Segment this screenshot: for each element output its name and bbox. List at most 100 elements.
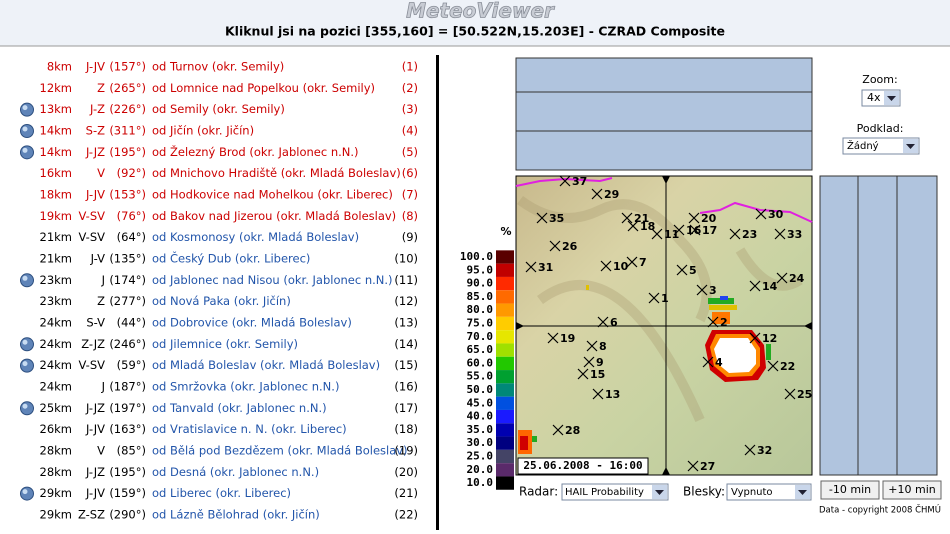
marker-cross bbox=[774, 228, 786, 240]
place-link[interactable]: od Lázně Bělohrad (okr. Jičín) bbox=[152, 507, 320, 521]
marker-label[interactable]: 12 bbox=[762, 332, 777, 345]
place-link[interactable]: od Lomnice nad Popelkou (okr. Semily) bbox=[152, 81, 375, 95]
angle: (195°) bbox=[109, 465, 146, 479]
place-link[interactable]: od Desná (okr. Jablonec n.N.) bbox=[152, 465, 319, 479]
marker-label[interactable]: 10 bbox=[613, 260, 629, 273]
direction: V-SV bbox=[78, 209, 105, 223]
distance: 21km bbox=[40, 251, 73, 265]
marker-label[interactable]: 18 bbox=[640, 220, 655, 233]
angle: (64°) bbox=[117, 230, 146, 244]
timestamp: 25.06.2008 - 16:00 bbox=[523, 459, 642, 472]
podklad-select[interactable] bbox=[842, 137, 920, 155]
marker-label[interactable]: 23 bbox=[742, 228, 757, 241]
marker-label[interactable]: 33 bbox=[787, 228, 802, 241]
marker-label[interactable]: 27 bbox=[700, 460, 715, 473]
place-link[interactable]: od Jičín (okr. Jičín) bbox=[152, 123, 254, 137]
marker-label[interactable]: 4 bbox=[715, 356, 723, 369]
marker-label[interactable]: 32 bbox=[757, 444, 772, 457]
marker-cross bbox=[688, 212, 700, 224]
marker-label[interactable]: 8 bbox=[599, 340, 607, 353]
marker-label[interactable]: 35 bbox=[549, 212, 564, 225]
marker-label[interactable]: 1 bbox=[661, 292, 669, 305]
place-link[interactable]: od Vratislavice n. N. (okr. Liberec) bbox=[152, 422, 347, 436]
distance: 16km bbox=[40, 166, 73, 180]
distance: 29km bbox=[40, 486, 73, 500]
weather-icon bbox=[20, 337, 34, 352]
marker-label[interactable]: 29 bbox=[604, 188, 619, 201]
marker-label[interactable]: 30 bbox=[768, 208, 784, 221]
marker-cross bbox=[627, 220, 639, 232]
row-number: (10) bbox=[394, 251, 418, 265]
angle: (265°) bbox=[109, 81, 146, 95]
weather-icon-shine bbox=[22, 489, 28, 495]
place-link[interactable]: od Semily (okr. Semily) bbox=[152, 102, 285, 116]
marker-label[interactable]: 24 bbox=[789, 272, 805, 285]
marker-label[interactable]: 5 bbox=[689, 264, 697, 277]
radar-select[interactable] bbox=[561, 483, 669, 501]
back-button[interactable] bbox=[820, 480, 880, 500]
marker-cross bbox=[673, 224, 685, 236]
marker-cross bbox=[696, 284, 708, 296]
legend-label: 75.0 bbox=[467, 317, 494, 330]
place-link[interactable]: od Kosmonosy (okr. Mladá Boleslav) bbox=[152, 230, 359, 244]
timestamp-box bbox=[517, 457, 649, 475]
blesky-select[interactable] bbox=[726, 483, 812, 501]
marker-label[interactable]: 20 bbox=[701, 212, 717, 225]
legend-label: 10.0 bbox=[467, 476, 494, 489]
marker-label[interactable]: 6 bbox=[610, 316, 618, 329]
marker-label[interactable]: 15 bbox=[590, 368, 605, 381]
marker-label[interactable]: 11 bbox=[664, 228, 679, 241]
marker-cross bbox=[784, 388, 796, 400]
legend-swatch bbox=[496, 476, 514, 490]
row-number: (6) bbox=[402, 166, 418, 180]
marker-label[interactable]: 14 bbox=[762, 280, 778, 293]
legend-swatch bbox=[496, 449, 514, 464]
place-link[interactable]: od Mladá Boleslav (okr. Mladá Boleslav) bbox=[152, 358, 380, 372]
marker-label[interactable]: 22 bbox=[780, 360, 795, 373]
place-link[interactable]: od Český Dub (okr. Liberec) bbox=[152, 250, 310, 265]
place-link[interactable]: od Turnov (okr. Semily) bbox=[152, 60, 284, 74]
angle: (163°) bbox=[109, 422, 146, 436]
place-link[interactable]: od Mnichovo Hradiště (okr. Mladá Bolesla… bbox=[152, 166, 401, 180]
marker-label[interactable]: 31 bbox=[538, 261, 553, 274]
place-link[interactable]: od Nová Paka (okr. Jičín) bbox=[152, 294, 291, 308]
marker-label[interactable]: 37 bbox=[572, 175, 587, 188]
weather-icon bbox=[20, 358, 34, 373]
legend-swatch bbox=[496, 436, 514, 450]
marker-cross bbox=[552, 424, 564, 436]
place-link[interactable]: od Železný Brod (okr. Jablonec n.N.) bbox=[152, 144, 359, 159]
place-link[interactable]: od Bělá pod Bezdězem (okr. Mladá Bolesla… bbox=[152, 443, 408, 457]
place-link[interactable]: od Smržovka (okr. Jablonec n.N.) bbox=[152, 379, 339, 393]
marker-cross bbox=[549, 240, 561, 252]
marker-label[interactable]: 9 bbox=[596, 356, 604, 369]
marker-label[interactable]: 28 bbox=[565, 424, 580, 437]
legend-swatch bbox=[496, 370, 514, 384]
marker-label[interactable]: 7 bbox=[639, 256, 647, 269]
row-number: (19) bbox=[394, 443, 418, 457]
marker-label[interactable]: 25 bbox=[797, 388, 812, 401]
angle: (157°) bbox=[109, 60, 146, 74]
direction: Z bbox=[97, 294, 105, 308]
place-link[interactable]: od Jablonec nad Nisou (okr. Jablonec n.N… bbox=[152, 273, 393, 287]
row-number: (14) bbox=[394, 337, 418, 351]
list-row: 24km J (187°) od Smržovka (okr. Jablonec n.… bbox=[40, 379, 419, 393]
forward-button[interactable] bbox=[882, 480, 942, 500]
marker-label[interactable]: 13 bbox=[605, 388, 620, 401]
map[interactable]: 3729352118112016173023332631107531424162… bbox=[515, 175, 813, 476]
place-link[interactable]: od Liberec (okr. Liberec) bbox=[152, 486, 291, 500]
place-link[interactable]: od Tanvald (okr. Jablonec n.N.) bbox=[152, 401, 327, 415]
place-link[interactable]: od Hodkovice nad Mohelkou (okr. Liberec) bbox=[152, 187, 393, 201]
angle: (135°) bbox=[109, 251, 146, 265]
row-number: (3) bbox=[402, 102, 418, 116]
row-number: (1) bbox=[402, 60, 418, 74]
marker-label[interactable]: 26 bbox=[562, 240, 578, 253]
row-number: (8) bbox=[402, 209, 418, 223]
marker-label[interactable]: 17 bbox=[702, 224, 717, 237]
place-link[interactable]: od Bakov nad Jizerou (okr. Mladá Bolesla… bbox=[152, 209, 396, 223]
marker-label[interactable]: 2 bbox=[720, 316, 728, 329]
place-link[interactable]: od Dobrovice (okr. Mladá Boleslav) bbox=[152, 315, 352, 329]
marker-label[interactable]: 3 bbox=[709, 284, 717, 297]
marker-label[interactable]: 19 bbox=[560, 332, 575, 345]
place-link[interactable]: od Jilemnice (okr. Semily) bbox=[152, 337, 298, 351]
legend-label: 40.0 bbox=[467, 410, 494, 423]
